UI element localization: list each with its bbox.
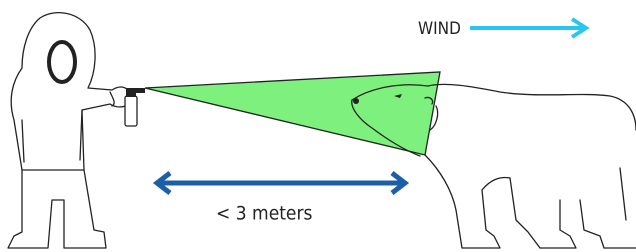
wind-label: WIND (418, 19, 461, 39)
illustration: WIND < 3 meters (0, 0, 636, 252)
wind-arrow (470, 19, 586, 37)
distance-arrow (157, 173, 405, 193)
distance-label: < 3 meters (216, 203, 312, 225)
spray-can (125, 88, 145, 126)
person (8, 13, 128, 248)
spray-cone (145, 72, 440, 155)
page: WIND < 3 meters (() => { const data = JS… (0, 0, 636, 252)
